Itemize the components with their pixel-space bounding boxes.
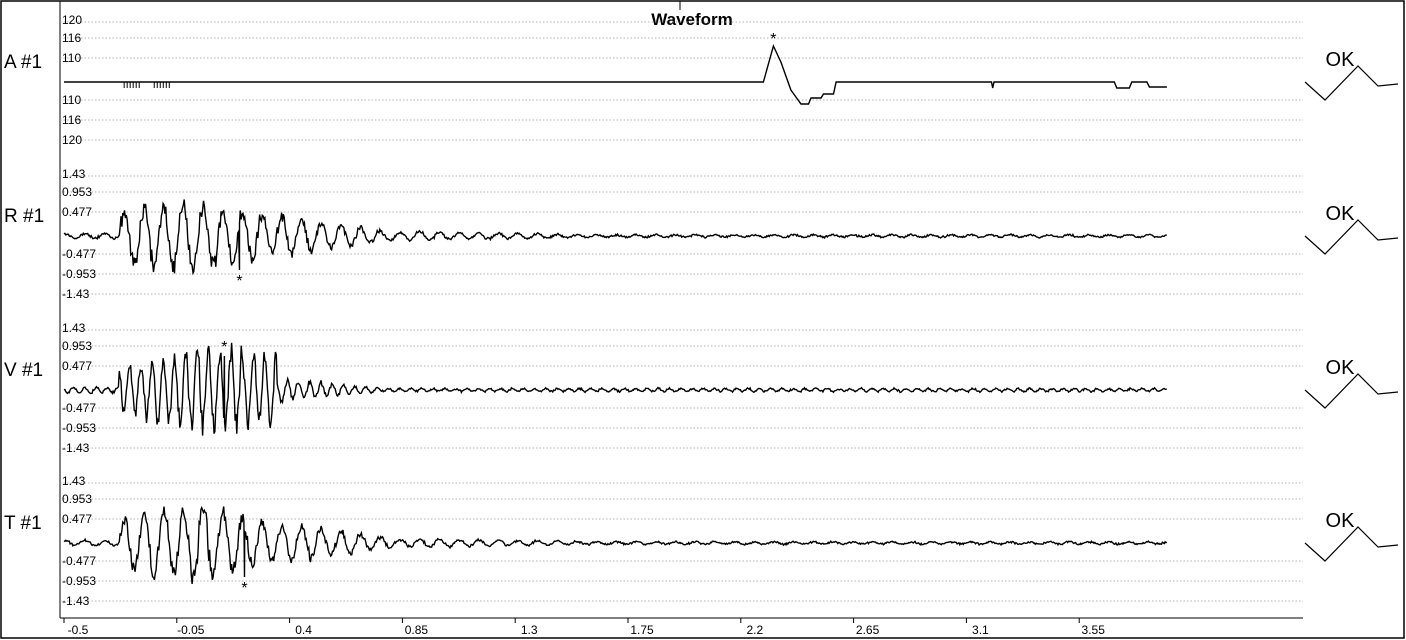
x-tick-label: 0.4	[295, 623, 312, 637]
chart-title: Waveform	[651, 10, 733, 29]
channel-label: V #1	[4, 360, 43, 381]
peak-marker: *	[221, 339, 227, 356]
y-tick-label: -0.477	[62, 554, 96, 568]
x-tick-label: 3.55	[1082, 623, 1106, 637]
status-check-mark	[1304, 373, 1399, 409]
status-check-mark	[1304, 526, 1399, 562]
grid-layer	[60, 21, 1303, 602]
y-tick-label: 110	[62, 93, 81, 107]
y-tick-label: -1.43	[62, 594, 90, 608]
x-tick-label: -0.5	[68, 623, 89, 637]
waveform-trace	[63, 505, 1168, 585]
y-tick-label: 1.43	[62, 321, 86, 335]
channel-label: T #1	[4, 513, 42, 534]
label-layer: 120 116 110 110 116 120 A #1 1.43 0.953 0.477 -0.4…	[4, 13, 96, 608]
y-tick-label: 0.953	[62, 185, 92, 199]
x-tick-label: 0.85	[405, 623, 429, 637]
trace-layer: * * * *	[63, 31, 1168, 597]
y-tick-label: 0.477	[62, 359, 92, 373]
x-tick-label: 2.2	[746, 623, 763, 637]
x-axis: -0.5 -0.05 0.4 0.85 1.3 1.75 2.2 2.65 3.1 3.55	[63, 618, 1106, 637]
status-layer: OK OK OK OK	[1304, 49, 1399, 562]
y-tick-label: 120	[62, 13, 82, 27]
y-tick-label: 116	[62, 31, 81, 45]
peak-marker: *	[241, 580, 247, 597]
y-tick-label: 0.477	[62, 205, 92, 219]
y-tick-label: 0.953	[62, 339, 92, 353]
channel-status: OK	[1326, 510, 1356, 532]
y-tick-label: -0.953	[62, 267, 96, 281]
y-tick-label: -1.43	[62, 287, 90, 301]
channel-status: OK	[1326, 203, 1356, 225]
y-tick-label: -0.477	[62, 401, 96, 415]
waveform-trace	[64, 43, 1167, 105]
y-tick-label: 116	[62, 113, 81, 127]
x-tick-label: 2.65	[856, 623, 880, 637]
channel-label: R #1	[4, 206, 44, 227]
x-tick-label: -0.05	[177, 623, 205, 637]
y-tick-label: -1.43	[62, 441, 90, 455]
x-tick-label: 3.1	[972, 623, 989, 637]
status-check-mark	[1304, 219, 1399, 255]
y-tick-label: 0.477	[62, 512, 92, 526]
x-tick-label: 1.3	[521, 623, 538, 637]
y-tick-label: 1.43	[62, 167, 86, 181]
x-tick-label: 1.75	[630, 623, 654, 637]
peak-marker: *	[236, 273, 242, 290]
channel-label: A #1	[4, 52, 42, 73]
y-tick-label: 110	[62, 51, 81, 65]
channel-status: OK	[1326, 49, 1356, 71]
channel-status: OK	[1326, 357, 1356, 379]
y-tick-label: 1.43	[62, 474, 86, 488]
y-tick-label: -0.953	[62, 421, 96, 435]
waveform-trace	[63, 199, 1167, 276]
y-tick-label: -0.953	[62, 574, 96, 588]
y-tick-label: -0.477	[62, 247, 96, 261]
waveform-trace	[63, 342, 1168, 436]
status-check-mark	[1304, 65, 1399, 101]
y-tick-label: 0.953	[62, 492, 92, 506]
peak-marker: *	[770, 31, 776, 48]
y-tick-label: 120	[62, 133, 82, 147]
